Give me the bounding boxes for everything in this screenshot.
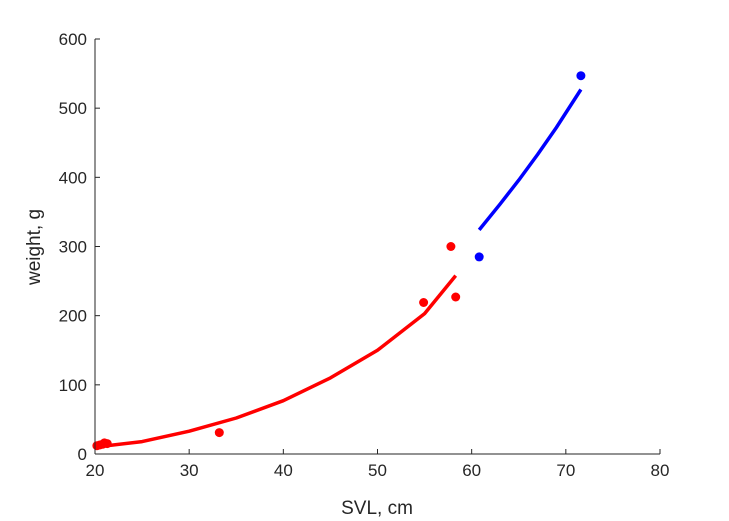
data-point xyxy=(419,298,429,307)
y-tick-label: 500 xyxy=(59,99,87,118)
x-tick-label: 60 xyxy=(462,461,481,480)
ticks: 20 30 40 50 60 70 80 0 100 200 300 400 500 600 xyxy=(59,30,670,480)
y-tick-label: 0 xyxy=(78,445,87,464)
y-tick-label: 400 xyxy=(59,168,87,187)
fit-curve-0 xyxy=(94,274,458,449)
data-point xyxy=(214,428,224,438)
data-point xyxy=(576,71,586,81)
plot-area xyxy=(92,71,586,451)
x-tick-label: 30 xyxy=(180,461,199,480)
data-point xyxy=(102,439,112,449)
x-tick-label: 50 xyxy=(368,461,387,480)
y-axis-label: weight, g xyxy=(24,209,45,286)
x-tick-label: 40 xyxy=(274,461,293,480)
x-axis-label: SVL, cm xyxy=(341,498,413,519)
data-point xyxy=(451,292,461,302)
x-tick-label: 20 xyxy=(86,461,105,480)
data-point xyxy=(474,252,484,262)
x-tick-label: 70 xyxy=(556,461,575,480)
y-tick-label: 100 xyxy=(59,376,87,395)
x-tick-label: 80 xyxy=(651,461,670,480)
y-tick-label: 300 xyxy=(59,238,87,257)
data-point xyxy=(446,242,456,251)
y-tick-label: 200 xyxy=(59,307,87,326)
y-tick-label: 600 xyxy=(59,30,87,49)
fit-curve-1 xyxy=(477,88,583,232)
